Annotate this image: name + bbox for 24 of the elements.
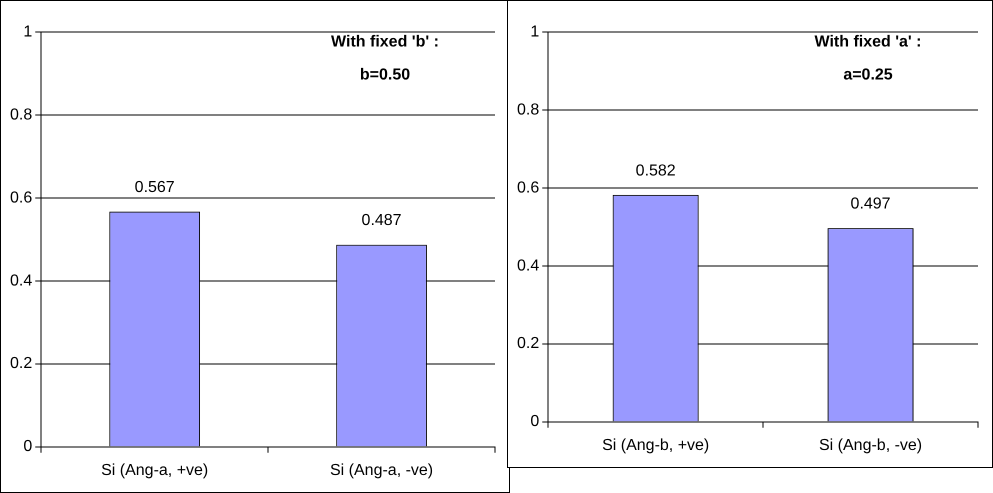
x-tick-label: Si (Ang-b, -ve)	[818, 436, 922, 454]
y-tick-label: 0.2	[10, 355, 32, 372]
y-tick-label: 0.2	[516, 335, 540, 352]
y-tick-label: 0.4	[10, 272, 32, 290]
y-tick-label: 0.6	[10, 189, 32, 206]
y-tick-label: 0.6	[516, 179, 540, 196]
y-tick-label: 0.8	[516, 101, 540, 118]
annotation: a=0.25	[843, 66, 893, 84]
x-tick-label: Si (Ang-a, -ve)	[330, 462, 434, 479]
y-tick-label: 0.4	[516, 257, 540, 274]
y-tick-label: 1	[530, 23, 540, 40]
data-label: 0.497	[850, 195, 891, 212]
y-tick-label: 1	[23, 23, 32, 40]
annotation: b=0.50	[360, 66, 410, 84]
data-label: 0.487	[362, 212, 402, 230]
annotation: With fixed 'b' :	[331, 33, 439, 50]
data-label: 0.582	[636, 162, 676, 180]
x-tick-label: Si (Ang-b, +ve)	[602, 436, 710, 454]
data-label: 0.567	[134, 179, 175, 196]
y-tick-label: 0	[23, 438, 32, 456]
y-tick-label: 0	[530, 413, 540, 430]
y-tick-label: 0.8	[10, 106, 32, 124]
x-tick-label: Si (Ang-a, +ve)	[101, 462, 208, 479]
annotation: With fixed 'a' :	[814, 33, 922, 50]
